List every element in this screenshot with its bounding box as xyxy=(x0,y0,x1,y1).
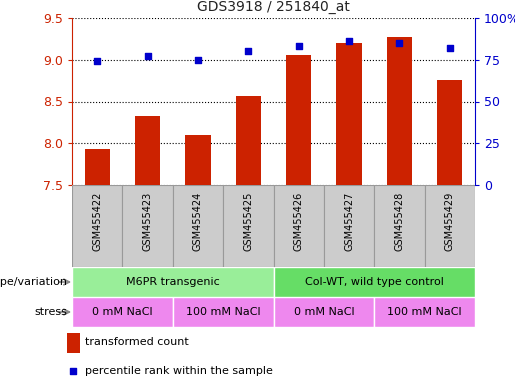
Bar xyxy=(286,55,311,185)
Bar xyxy=(135,116,160,185)
Point xyxy=(445,45,454,51)
Text: GSM455424: GSM455424 xyxy=(193,192,203,251)
Point xyxy=(244,48,252,55)
Text: 100 mM NaCl: 100 mM NaCl xyxy=(186,307,261,317)
Bar xyxy=(236,96,261,185)
Bar xyxy=(123,185,173,267)
Bar xyxy=(223,185,273,267)
Bar xyxy=(273,297,374,327)
Bar xyxy=(387,37,412,185)
Bar xyxy=(72,297,173,327)
Text: GSM455423: GSM455423 xyxy=(143,192,152,251)
Bar xyxy=(425,185,475,267)
Bar xyxy=(273,267,475,297)
Bar xyxy=(72,185,123,267)
Point xyxy=(396,40,404,46)
Point xyxy=(194,57,202,63)
Text: 0 mM NaCl: 0 mM NaCl xyxy=(294,307,354,317)
Bar xyxy=(67,333,80,353)
Text: GSM455422: GSM455422 xyxy=(92,192,102,251)
Point xyxy=(295,43,303,50)
Point xyxy=(93,58,101,65)
Bar xyxy=(72,267,273,297)
Text: M6PR transgenic: M6PR transgenic xyxy=(126,277,219,287)
Text: percentile rank within the sample: percentile rank within the sample xyxy=(85,366,273,376)
Bar xyxy=(374,297,475,327)
Text: GSM455425: GSM455425 xyxy=(243,192,253,251)
Text: GSM455426: GSM455426 xyxy=(294,192,304,251)
Point xyxy=(144,53,152,60)
Bar xyxy=(437,80,462,185)
Text: 100 mM NaCl: 100 mM NaCl xyxy=(387,307,462,317)
Bar xyxy=(173,297,273,327)
Bar xyxy=(185,135,211,185)
Point xyxy=(345,38,353,45)
Text: GSM455427: GSM455427 xyxy=(344,192,354,251)
Bar xyxy=(374,185,425,267)
Bar xyxy=(324,185,374,267)
Text: transformed count: transformed count xyxy=(85,338,188,348)
Point xyxy=(69,368,77,374)
Text: stress: stress xyxy=(34,307,67,317)
Text: Col-WT, wild type control: Col-WT, wild type control xyxy=(305,277,444,287)
Text: GSM455428: GSM455428 xyxy=(394,192,404,251)
Bar xyxy=(336,43,362,185)
Text: 0 mM NaCl: 0 mM NaCl xyxy=(92,307,152,317)
Title: GDS3918 / 251840_at: GDS3918 / 251840_at xyxy=(197,0,350,14)
Bar xyxy=(173,185,223,267)
Text: genotype/variation: genotype/variation xyxy=(0,277,67,287)
Text: GSM455429: GSM455429 xyxy=(445,192,455,251)
Bar xyxy=(273,185,324,267)
Bar xyxy=(84,149,110,185)
